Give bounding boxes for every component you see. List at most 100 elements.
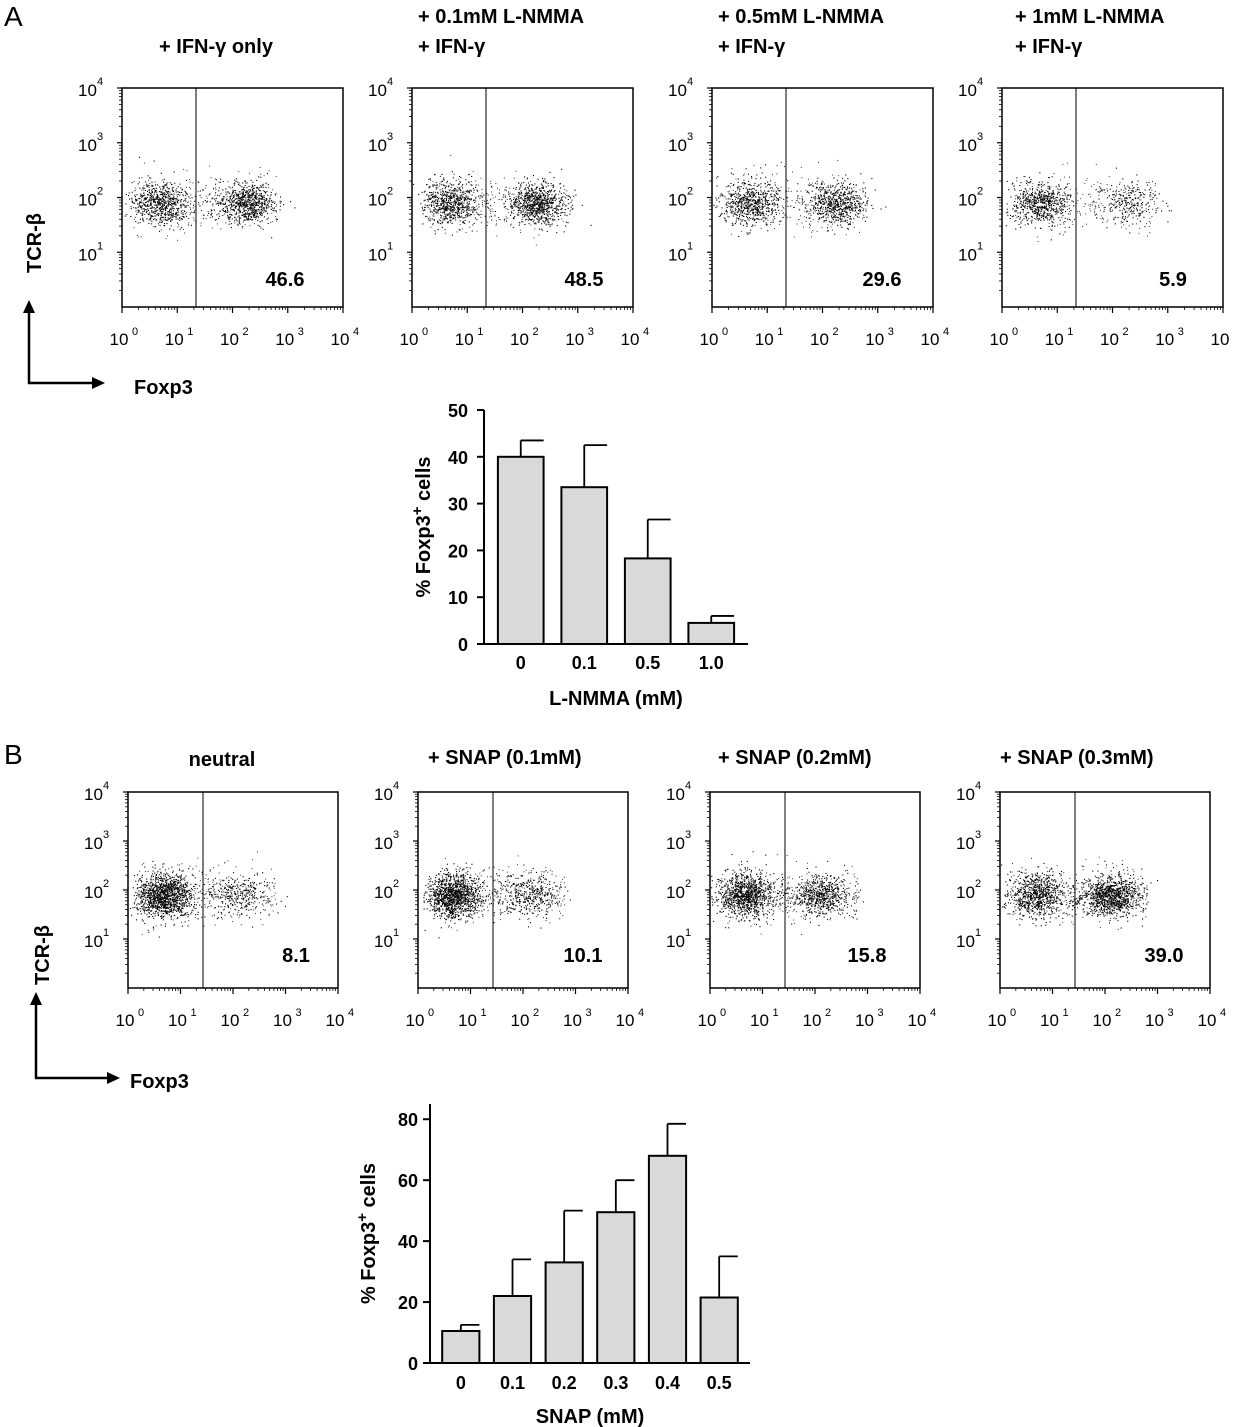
x-tick-exponent: 4 <box>638 1007 644 1019</box>
panel-b-plot-3-title: + SNAP (0.2mM) <box>718 747 872 769</box>
y-tick-exponent: 1 <box>103 927 109 939</box>
y-tick-label: 10 <box>668 191 687 210</box>
x-tick-exponent: 1 <box>477 326 483 338</box>
x-tick-label: 10 <box>165 330 184 349</box>
x-tick-exponent: 0 <box>1012 326 1018 338</box>
x-tick-label: 10 <box>273 1011 292 1030</box>
bar <box>560 486 609 646</box>
event-dots <box>124 156 296 241</box>
y-tick-exponent: 3 <box>685 829 691 841</box>
x-tick-exponent: 0 <box>720 1007 726 1019</box>
x-tick-label: 10 <box>275 330 294 349</box>
y-tick-label: 10 <box>668 136 687 155</box>
x-tick-label: 0 <box>516 653 526 673</box>
bar <box>496 455 545 645</box>
y-tick-exponent: 2 <box>393 878 399 890</box>
x-tick-exponent: 4 <box>943 326 949 338</box>
bar <box>596 1211 636 1364</box>
x-tick-label: 10 <box>865 330 884 349</box>
x-tick-label: 10 <box>110 330 129 349</box>
x-tick-exponent: 3 <box>296 1007 302 1019</box>
y-tick-label: 10 <box>956 834 975 853</box>
y-tick-label: 80 <box>398 1110 418 1130</box>
x-tick-label: 10 <box>1145 1011 1164 1030</box>
y-tick-exponent: 4 <box>975 780 981 792</box>
y-tick-label: 10 <box>956 932 975 951</box>
x-tick-label: 10 <box>1155 330 1174 349</box>
x-tick-label: 10 <box>331 330 350 349</box>
x-tick-label: 10 <box>1045 330 1064 349</box>
x-tick-exponent: 2 <box>243 326 249 338</box>
x-tick-exponent: 4 <box>643 326 649 338</box>
x-axis-title: SNAP (mM) <box>536 1406 645 1427</box>
x-tick-exponent: 3 <box>888 326 894 338</box>
x-tick-exponent: 1 <box>773 1007 779 1019</box>
y-tick-exponent: 4 <box>387 76 393 88</box>
x-tick-label: 10 <box>406 1011 425 1030</box>
panel-a-plot-3-title-line-2: + IFN-γ <box>718 36 786 58</box>
x-tick-exponent: 2 <box>1123 326 1129 338</box>
y-axis-title: % Foxp3+ cells <box>409 456 435 597</box>
bar-chart-1: 0 10 20 30 40 50 0 0.1 0.5 1.0 L-NMMA (mM) % Foxp3+… <box>409 401 748 710</box>
y-tick-exponent: 4 <box>687 76 693 88</box>
y-tick-label: 10 <box>374 932 393 951</box>
y-tick-label: 30 <box>448 495 468 515</box>
y-tick-label: 20 <box>398 1293 418 1313</box>
panel-b-plot-2-percent: 10.1 <box>564 945 603 967</box>
y-tick-exponent: 2 <box>103 878 109 890</box>
y-tick-label: 10 <box>956 785 975 804</box>
panel-a-y-axis-label: TCR-β <box>24 213 46 273</box>
panel-a-plot-4-percent: 5.9 <box>1159 269 1187 291</box>
event-dots <box>1001 856 1159 930</box>
x-tick-label: 10 <box>116 1011 135 1030</box>
y-tick-label: 20 <box>448 541 468 561</box>
y-tick-label: 10 <box>374 883 393 902</box>
y-tick-exponent: 2 <box>387 186 393 198</box>
x-tick-label: 0.5 <box>707 1373 732 1393</box>
event-dots <box>423 855 571 939</box>
panel-b-y-axis-label: TCR-β <box>32 925 54 985</box>
arrow-right-icon <box>107 1072 120 1084</box>
panel-a-x-axis-label: Foxp3 <box>134 377 193 399</box>
x-tick-label: 10 <box>755 330 774 349</box>
y-tick-exponent: 1 <box>977 240 983 252</box>
y-tick-exponent: 3 <box>103 829 109 841</box>
x-tick-exponent: 1 <box>481 1007 487 1019</box>
y-tick-label: 10 <box>666 932 685 951</box>
x-tick-label: 10 <box>1198 1011 1217 1030</box>
y-tick-label: 10 <box>958 191 977 210</box>
panel-b-letter: B <box>4 739 23 770</box>
y-tick-label: 10 <box>666 834 685 853</box>
y-tick-label: 10 <box>448 588 468 608</box>
panel-a-plot-1-percent: 46.6 <box>266 269 305 291</box>
x-tick-label: 10 <box>855 1011 874 1030</box>
y-tick-label: 10 <box>368 191 387 210</box>
y-tick-label: 40 <box>448 448 468 468</box>
y-tick-exponent: 2 <box>977 186 983 198</box>
panel-b-axis-arrows <box>30 992 120 1084</box>
x-tick-label: 0.1 <box>572 653 597 673</box>
panel-b-plot-4-title: + SNAP (0.3mM) <box>1000 747 1154 769</box>
x-tick-label: 10 <box>810 330 829 349</box>
y-tick-exponent: 2 <box>97 186 103 198</box>
y-tick-label: 10 <box>84 834 103 853</box>
x-tick-exponent: 2 <box>533 326 539 338</box>
y-tick-label: 10 <box>374 785 393 804</box>
x-tick-label: 10 <box>1093 1011 1112 1030</box>
y-tick-exponent: 1 <box>393 927 399 939</box>
y-tick-label: 40 <box>398 1232 418 1252</box>
y-tick-label: 10 <box>84 785 103 804</box>
y-tick-label: 10 <box>84 883 103 902</box>
x-tick-label: 0.2 <box>552 1373 577 1393</box>
x-tick-label: 10 <box>1211 330 1230 349</box>
x-tick-label: 10 <box>921 330 940 349</box>
x-tick-exponent: 4 <box>348 1007 354 1019</box>
event-dots <box>1005 162 1172 242</box>
event-dots <box>711 851 864 935</box>
x-tick-exponent: 1 <box>187 326 193 338</box>
panel-b: B neutral + SNAP (0.1mM) + SNAP (0.2mM) … <box>4 739 1183 1093</box>
